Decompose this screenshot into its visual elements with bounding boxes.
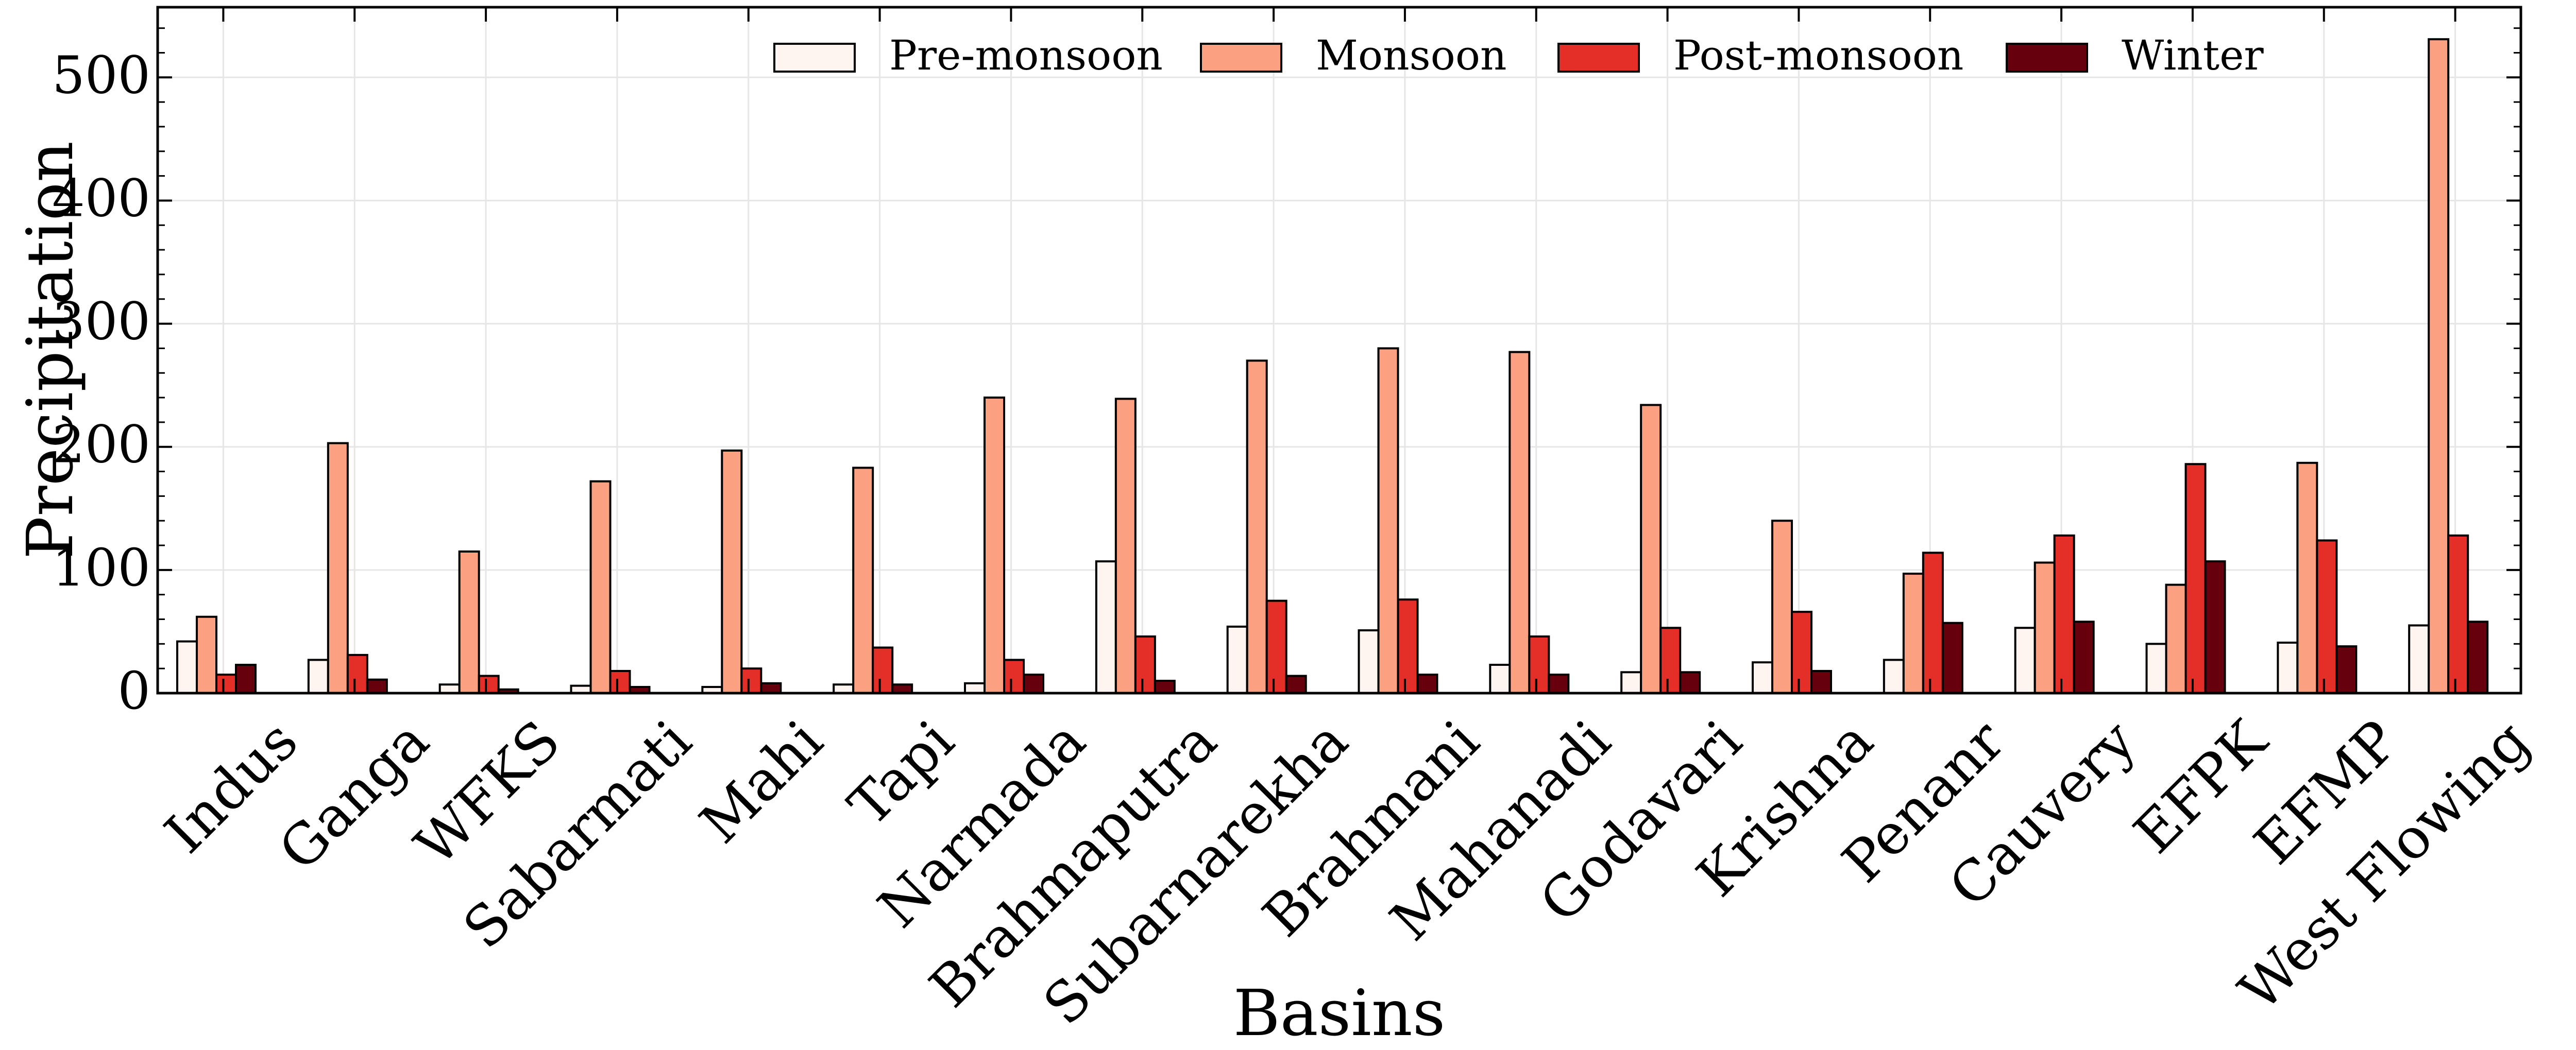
legend-item-monsoon: Monsoon [1200,31,1507,79]
bar-pre-monsoon-west-flowing [2408,624,2430,695]
y-axis-title: Precipitation [13,141,88,559]
legend-swatch-post-monsoon [1557,43,1640,73]
bar-pre-monsoon-brahmaputra [1095,560,1117,694]
plot-frame [156,6,2522,695]
bar-winter-efmp [2335,645,2358,694]
bar-post-monsoon-ganga [346,653,368,695]
bar-post-monsoon-subarnarekha [1265,599,1287,695]
bar-winter-brahmani [1416,674,1438,695]
y-tick-label: 0 [117,661,150,721]
bar-winter-indus [235,663,257,694]
bar-monsoon-krishna [1771,520,1793,695]
legend-swatch-monsoon [1200,43,1282,73]
bar-pre-monsoon-subarnarekha [1226,625,1248,694]
y-tick-label: 200 [52,415,150,475]
bar-winter-penanr [1941,622,1963,694]
bar-winter-cauvery [2073,621,2095,694]
bar-pre-monsoon-efmp [2277,641,2299,695]
legend-label-winter: Winter [2122,31,2264,79]
bar-pre-monsoon-godavari [1620,671,1642,695]
bar-post-monsoon-mahi [740,667,762,695]
legend-label-post-monsoon: Post-monsoon [1673,31,1963,79]
bar-post-monsoon-tapi [872,646,894,694]
bars [176,38,2489,695]
bar-pre-monsoon-ganga [307,659,329,694]
bar-monsoon-cauvery [2033,561,2056,694]
bar-monsoon-brahmaputra [1114,398,1137,694]
legend-label-monsoon: Monsoon [1316,31,1507,79]
bar-post-monsoon-efmp [2316,539,2338,695]
legend-swatch-winter [2006,43,2088,73]
legend-item-pre-monsoon: Pre-monsoon [773,31,1163,79]
bar-post-monsoon-mahanadi [1528,635,1550,695]
legend-label-pre-monsoon: Pre-monsoon [889,31,1163,79]
bar-monsoon-efpk [2165,583,2187,694]
bar-monsoon-subarnarekha [1246,359,1268,694]
y-tick-label: 500 [52,45,150,105]
bar-post-monsoon-efpk [2184,463,2207,694]
bar-post-monsoon-cauvery [2053,534,2075,695]
bar-monsoon-mahi [721,449,743,694]
bar-monsoon-narmada [984,397,1005,694]
bar-post-monsoon-krishna [1791,611,1812,694]
bar-pre-monsoon-efpk [2145,643,2167,695]
bar-monsoon-sabarmati [589,480,612,695]
bar-pre-monsoon-cauvery [2014,627,2036,694]
bar-monsoon-wfks [458,550,480,694]
x-tick-label-mahi: Mahi [688,709,835,856]
bar-winter-mahanadi [1548,674,1570,695]
bar-winter-tapi [891,683,913,695]
bar-winter-godavari [1679,671,1701,695]
bar-winter-west-flowing [2467,621,2489,694]
y-tick-label: 400 [52,168,150,228]
y-tick-labels: 0 100 200 300 400 500 [52,45,150,721]
legend-swatch-pre-monsoon [773,43,856,73]
bar-monsoon-mahanadi [1509,351,1531,694]
legend-item-winter: Winter [2006,31,2264,79]
legend-item-post-monsoon: Post-monsoon [1557,31,1963,79]
bar-post-monsoon-sabarmati [609,669,631,694]
bar-pre-monsoon-brahmani [1358,629,1380,695]
bar-winter-subarnarekha [1285,675,1307,694]
bar-winter-mahi [760,682,782,694]
bar-post-monsoon-brahmani [1397,598,1419,694]
bar-post-monsoon-penanr [1922,552,1944,695]
bar-post-monsoon-indus [215,674,237,695]
bar-pre-monsoon-indus [176,640,198,694]
bar-winter-brahmaputra [1154,680,1176,695]
bar-post-monsoon-godavari [1659,627,1682,694]
bar-post-monsoon-west-flowing [2447,534,2469,695]
bar-monsoon-west-flowing [2428,38,2450,695]
bar-winter-ganga [366,678,388,695]
bar-monsoon-efmp [2296,461,2318,694]
bar-winter-efpk [2204,560,2226,694]
y-tick-label: 100 [52,538,150,598]
legend: Pre-monsoon Monsoon Post-monsoon Winter [773,31,2264,79]
bar-monsoon-tapi [852,467,874,694]
bar-pre-monsoon-penanr [1883,659,1905,694]
bar-pre-monsoon-narmada [964,682,986,694]
bar-winter-narmada [1023,674,1044,695]
x-axis-title: Basins [1233,976,1446,1050]
ticks [158,7,2521,694]
bar-pre-monsoon-tapi [833,683,855,695]
bar-monsoon-brahmani [1377,347,1399,694]
bar-monsoon-ganga [327,442,349,694]
bar-post-monsoon-wfks [478,675,500,694]
y-tick-label: 300 [52,291,150,352]
bar-monsoon-penanr [1902,573,1924,694]
bar-pre-monsoon-wfks [438,683,461,695]
bar-monsoon-indus [196,615,217,694]
bar-monsoon-godavari [1640,404,1662,694]
bar-post-monsoon-brahmaputra [1134,635,1156,695]
bar-winter-krishna [1810,669,1832,694]
x-tick-label-ganga: Ganga [267,709,442,883]
bar-post-monsoon-narmada [1003,659,1025,694]
bar-pre-monsoon-mahanadi [1489,663,1511,694]
bar-pre-monsoon-krishna [1752,661,1773,695]
